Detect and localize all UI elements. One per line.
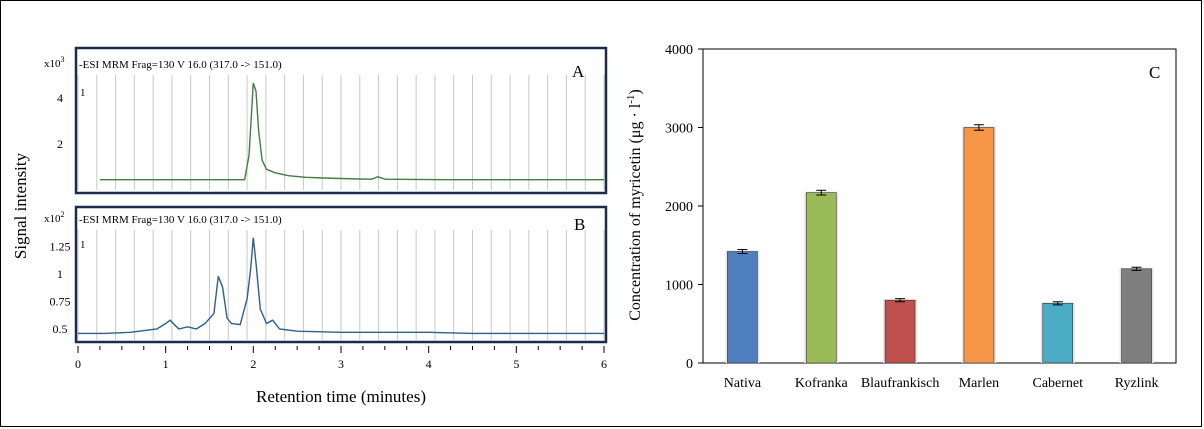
panel-a-trace-label: 1 [80,87,86,99]
panel-b-y-tick-label: 0.75 [50,295,71,309]
left-x-tick-label: 2 [250,357,256,371]
left-x-tick-label: 6 [601,357,607,371]
panel-a-y-tick-label: 2 [57,137,63,151]
panel-c: 0 1000 2000 3000 4000 Nativa Kofranka Blaufran… [625,43,1177,391]
panel-c-x-tick-label: Kofranka [795,376,849,391]
panel-b-header: -ESI MRM Frag=130 V 16.0 (317.0 -> 151.0… [79,214,282,226]
panel-b-trace-label: 1 [80,239,86,251]
panel-c-x-labels: Nativa Kofranka Blaufrankisch Marlen Caberne… [724,376,1159,391]
bar-kofranka [805,192,837,364]
panel-b-y-ticks: 1.25 1 0.75 0.5 [50,240,71,337]
bar-marlen [963,127,995,364]
panel-c-x-tick-label: Nativa [724,376,762,391]
panel-b-scale-label: x102 [44,210,65,225]
panel-c-frame [702,48,1177,364]
left-x-axis-label: Retention time (minutes) [256,387,426,406]
panel-a-y-tick-label: 4 [57,91,63,105]
panel-c-y-tick-label: 1000 [665,279,693,294]
panel-c-x-tick-label: Ryzlink [1115,376,1159,391]
left-x-tick-label: 4 [426,357,432,371]
panel-b-y-tick-label: 1 [57,267,63,281]
panel-c-bars [725,124,1154,364]
panel-c-x-tick-label: Cabernet [1032,376,1083,391]
bar-blaufrankisch [884,299,916,364]
panel-a: 42 x103 -ESI MRM Frag=130 V 16.0 (317.0 … [44,46,608,195]
panel-c-y-tick-label: 3000 [665,122,693,137]
panel-b-y-tick-label: 1.25 [50,240,71,254]
panel-c-y-ticks: 0 1000 2000 3000 4000 [665,43,703,372]
panel-a-scale-label: x103 [44,55,65,70]
left-x-tick-label: 1 [163,357,169,371]
panel-c-x-tick-label: Blaufrankisch [861,376,940,391]
bar-ryzlink [1121,268,1152,364]
panel-b: 1.25 1 0.75 0.5 x102 -ESI MRM Frag=130 V 16… [44,205,608,344]
left-y-axis-label: Signal intensity [11,152,30,259]
panel-c-letter: C [1149,63,1160,82]
panel-b-grid [77,230,605,340]
panel-c-y-tick-label: 0 [686,357,693,372]
left-x-tick-label: 0 [75,357,81,371]
panel-a-letter: A [572,62,585,81]
panel-c-y-tick-label: 4000 [665,43,693,58]
bar-cabernet [1042,303,1074,364]
bar-nativa [727,251,758,364]
panel-c-x-tick-label: Marlen [959,376,999,391]
panel-b-traces [78,237,604,335]
panel-a-header: -ESI MRM Frag=130 V 16.0 (317.0 -> 151.0… [79,59,282,71]
panel-c-y-axis-label: Concentration of myricetin (μg · l-1) [625,89,644,320]
panel-a-grid [77,75,605,190]
panel-a-trace-line [99,82,604,181]
panel-b-y-tick-label: 0.5 [53,322,68,336]
panel-b-letter: B [574,215,585,234]
panel-c-y-tick-label: 2000 [665,200,693,215]
panel-a-traces [99,82,604,181]
panel-b-trace-line [78,237,604,335]
panel-a-y-ticks: 42 [57,91,63,151]
left-x-axis: 0 1 2 3 4 5 6 [75,346,607,371]
left-x-tick-label: 3 [338,357,344,371]
left-x-tick-label: 5 [513,357,519,371]
